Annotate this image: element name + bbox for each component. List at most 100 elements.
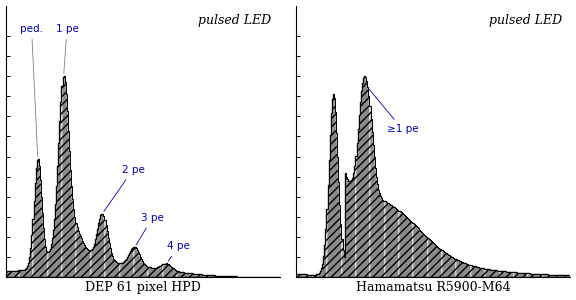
Bar	[362, 83, 363, 277]
Bar	[301, 274, 302, 277]
Bar	[323, 256, 324, 277]
Bar	[71, 186, 72, 277]
Bar	[447, 254, 448, 277]
Bar	[100, 215, 101, 277]
Bar	[571, 275, 573, 277]
Bar	[441, 250, 442, 277]
Bar	[109, 243, 110, 277]
Bar	[343, 250, 344, 277]
Bar	[477, 267, 478, 277]
Bar	[357, 143, 358, 277]
Bar	[464, 263, 465, 277]
Bar	[548, 274, 549, 277]
Bar	[501, 271, 502, 277]
Bar	[185, 273, 186, 277]
Bar	[573, 275, 574, 277]
Bar	[434, 244, 435, 277]
Bar	[536, 274, 537, 277]
Bar	[23, 270, 24, 277]
Bar	[322, 264, 323, 277]
Bar	[437, 247, 438, 277]
Bar	[115, 262, 116, 277]
Bar	[145, 265, 146, 277]
Bar	[161, 265, 162, 277]
Bar	[403, 214, 404, 277]
Bar	[554, 275, 555, 277]
Bar	[29, 257, 31, 277]
Bar	[426, 237, 427, 277]
Bar	[349, 181, 350, 277]
Bar	[33, 201, 35, 277]
Bar	[457, 260, 458, 277]
Bar	[488, 269, 489, 277]
Bar	[526, 273, 528, 277]
Bar	[389, 204, 390, 277]
Bar	[566, 275, 567, 277]
Bar	[306, 274, 307, 277]
Bar	[68, 131, 69, 277]
Bar	[334, 98, 335, 277]
Text: 1 pe: 1 pe	[55, 24, 78, 73]
Bar	[430, 240, 431, 277]
Bar	[162, 264, 164, 277]
Bar	[233, 276, 234, 277]
Bar	[379, 194, 380, 277]
Bar	[119, 263, 120, 277]
Bar	[52, 238, 53, 277]
Bar	[90, 250, 92, 277]
Bar	[517, 273, 518, 277]
Bar	[388, 203, 389, 277]
Bar	[157, 267, 158, 277]
Bar	[559, 275, 560, 277]
Bar	[173, 268, 175, 277]
Bar	[79, 236, 81, 277]
Bar	[418, 228, 419, 277]
Bar	[165, 263, 166, 277]
Bar	[234, 276, 236, 277]
Bar	[229, 276, 230, 277]
Bar	[135, 248, 137, 277]
Bar	[199, 274, 200, 277]
Bar	[503, 271, 504, 277]
Bar	[85, 247, 86, 277]
Bar	[390, 205, 391, 277]
Bar	[456, 259, 457, 277]
Bar	[214, 275, 215, 277]
Bar	[177, 271, 179, 277]
Bar	[490, 269, 491, 277]
Bar	[216, 276, 217, 277]
Bar	[350, 181, 351, 277]
Bar	[415, 225, 416, 277]
Bar	[375, 168, 376, 277]
Bar	[528, 273, 529, 277]
Bar	[225, 276, 226, 277]
Bar	[361, 91, 362, 277]
Bar	[574, 275, 575, 277]
Bar	[126, 259, 127, 277]
Bar	[38, 159, 39, 277]
Bar	[460, 261, 461, 277]
Bar	[58, 143, 59, 277]
Bar	[313, 274, 314, 277]
Bar	[435, 245, 436, 277]
Bar	[564, 275, 565, 277]
Bar	[558, 275, 559, 277]
Bar	[314, 274, 316, 277]
Bar	[215, 275, 216, 277]
Bar	[339, 205, 340, 277]
Bar	[230, 276, 232, 277]
Bar	[181, 272, 182, 277]
Bar	[412, 223, 414, 277]
Bar	[312, 274, 313, 277]
Bar	[446, 254, 447, 277]
Bar	[219, 276, 221, 277]
Bar	[207, 275, 209, 277]
Bar	[325, 229, 327, 277]
Bar	[353, 173, 354, 277]
Bar	[206, 275, 207, 277]
Bar	[196, 274, 197, 277]
Bar	[182, 272, 183, 277]
Bar	[65, 82, 66, 277]
Bar	[113, 259, 114, 277]
Bar	[497, 271, 498, 277]
